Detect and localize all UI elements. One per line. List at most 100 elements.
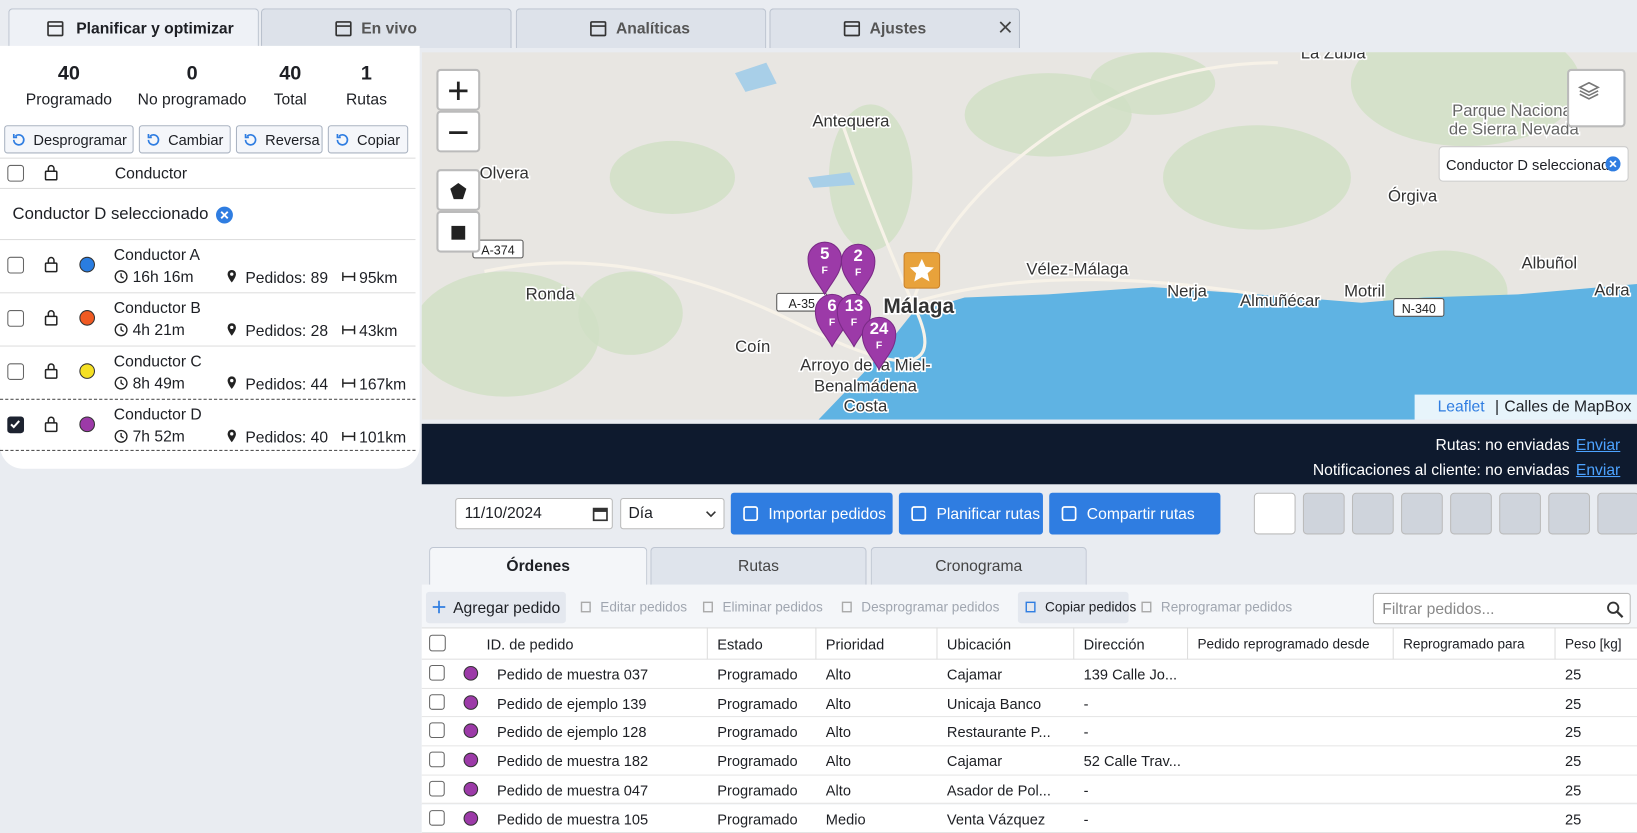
icon — [216, 206, 233, 224]
stat-label: Programado — [25, 90, 112, 109]
driver-row[interactable]: Conductor C 8h 49m Pedidos: 44 167km — [0, 345, 416, 398]
status-link[interactable]: Enviar — [1575, 461, 1621, 480]
date-input[interactable]: 11/10/2024 — [455, 497, 613, 530]
order-cell: Alto — [825, 666, 851, 683]
toolbar-button[interactable]: Importar pedidos — [730, 492, 893, 535]
driver-orders: Pedidos: 89 — [245, 269, 329, 288]
icon — [44, 363, 58, 379]
selection-chip: Conductor D seleccionado — [1438, 146, 1629, 182]
zoom-in[interactable] — [436, 68, 481, 111]
order-row[interactable]: Pedido de ejemplo 139 Programado Alto Unica… — [421, 688, 1637, 718]
subtab[interactable]: Órdenes — [429, 547, 648, 586]
icon-button[interactable] — [1302, 492, 1345, 535]
layers[interactable] — [1567, 68, 1626, 128]
action-button[interactable]: Desprogramar — [4, 125, 134, 154]
order-row[interactable]: Pedido de muestra 037 Programado Alto Cajam… — [421, 659, 1637, 689]
action-button[interactable]: Copiar — [327, 125, 409, 154]
map-label: Albuñol — [1521, 253, 1577, 272]
column-divider — [936, 627, 938, 660]
orders-panel: Agregar pedido Editar pedidos Eliminar ped… — [421, 584, 1637, 833]
order-cell: 52 Calle Trav... — [1083, 752, 1181, 770]
top-tab[interactable]: Planificar y optimizar — [8, 8, 259, 49]
order-row[interactable]: Pedido de muestra 047 Programado Alto Asado… — [421, 775, 1637, 805]
checkbox[interactable] — [7, 256, 25, 274]
checkbox[interactable] — [429, 751, 445, 768]
filter-input[interactable]: Filtrar pedidos... — [1372, 592, 1631, 625]
icon-button[interactable] — [1597, 492, 1637, 535]
checkbox[interactable] — [429, 780, 445, 797]
driver-color — [79, 363, 96, 379]
status-link[interactable]: Enviar — [1575, 436, 1621, 455]
toolbar-button[interactable]: Compartir rutas — [1049, 492, 1221, 535]
top-tab[interactable]: En vivo — [261, 8, 512, 49]
icon-button[interactable] — [1253, 492, 1296, 535]
order-action[interactable]: Reprogramar pedidos — [1134, 592, 1292, 623]
icon — [335, 21, 352, 37]
map-forest — [1163, 125, 1351, 230]
checkbox[interactable] — [429, 809, 445, 826]
chip-text: Conductor D seleccionado — [1445, 156, 1618, 174]
toolbar-button[interactable]: Planificar rutas — [898, 492, 1043, 535]
subtab[interactable]: Rutas — [650, 547, 867, 586]
attribution-link[interactable]: Leaflet — [1437, 397, 1485, 416]
zoom-out[interactable] — [436, 110, 481, 153]
map-label: La Zubia — [1301, 52, 1367, 62]
road-label: A-35 — [789, 297, 815, 311]
checkbox[interactable] — [429, 634, 446, 652]
map-label: Málaga — [883, 295, 954, 318]
icon — [47, 21, 64, 37]
order-cell: Cajamar — [946, 666, 1003, 683]
icon — [244, 134, 257, 146]
order-cell: Pedido de ejemplo 128 — [496, 723, 647, 741]
draw-rectangle[interactable] — [436, 210, 481, 253]
driver-row[interactable]: Conductor A 16h 16m Pedidos: 89 95km — [0, 239, 416, 291]
driver-orders: Pedidos: 28 — [245, 322, 329, 341]
column-header: Reprogramado para — [1403, 635, 1525, 652]
draw-polygon[interactable] — [436, 169, 481, 211]
checkbox[interactable] — [429, 693, 445, 710]
icon — [449, 81, 468, 101]
map-label: Almuñécar — [1240, 291, 1320, 310]
icon — [114, 376, 128, 390]
checkbox[interactable] — [7, 164, 25, 182]
action-button[interactable]: Reversa — [235, 125, 323, 154]
order-cell: Cajamar — [946, 752, 1003, 770]
order-action[interactable]: Agregar pedido — [425, 591, 566, 624]
checkbox[interactable] — [429, 664, 445, 681]
driver-row[interactable]: Conductor B 4h 21m Pedidos: 28 43km — [0, 292, 416, 344]
checkbox[interactable] — [7, 416, 25, 434]
road-shield — [1393, 298, 1445, 317]
map[interactable]: La Zubia Antequera Olvera Parque Nacionalde… — [421, 52, 1637, 420]
column-header: ID. de pedido — [486, 635, 574, 653]
icon-button[interactable] — [1401, 492, 1443, 535]
top-tab[interactable]: Ajustes — [769, 8, 1020, 49]
stat-value: 40 — [279, 62, 302, 85]
icon-button[interactable] — [1548, 492, 1591, 535]
checkbox[interactable] — [429, 722, 445, 739]
order-cell: Programado — [717, 723, 798, 741]
top-tab[interactable]: Analíticas — [515, 8, 767, 49]
period-select[interactable]: Día — [620, 497, 725, 530]
action-button[interactable]: Cambiar — [138, 125, 231, 154]
order-action[interactable]: Editar pedidos — [573, 592, 690, 623]
order-action[interactable]: Eliminar pedidos — [695, 592, 823, 623]
order-row[interactable]: Pedido de muestra 182 Programado Alto Cajam… — [421, 746, 1637, 776]
order-cell: Programado — [717, 781, 798, 799]
subtab[interactable]: Cronograma — [870, 547, 1087, 586]
checkbox[interactable] — [7, 310, 25, 327]
driver-row[interactable]: Conductor D 7h 52m Pedidos: 40 101km — [0, 398, 416, 451]
icon-button[interactable] — [1351, 492, 1394, 535]
order-action-label: Agregar pedido — [453, 599, 561, 617]
icon-button[interactable] — [1450, 492, 1492, 535]
order-row[interactable]: Pedido de ejemplo 128 Programado Alto Resta… — [421, 717, 1637, 747]
order-cell: Alto — [825, 781, 851, 799]
order-cell: Programado — [717, 752, 798, 770]
order-action[interactable]: Copiar pedidos — [1017, 591, 1136, 624]
order-cell: Pedido de ejemplo 139 — [496, 694, 647, 712]
order-row[interactable]: Pedido de muestra 105 Programado Medio Vent… — [421, 804, 1637, 833]
order-action[interactable]: Desprogramar pedidos — [834, 592, 1001, 623]
checkbox[interactable] — [7, 363, 25, 380]
driver-name: Conductor A — [113, 246, 200, 265]
icon-button[interactable] — [1499, 492, 1541, 535]
